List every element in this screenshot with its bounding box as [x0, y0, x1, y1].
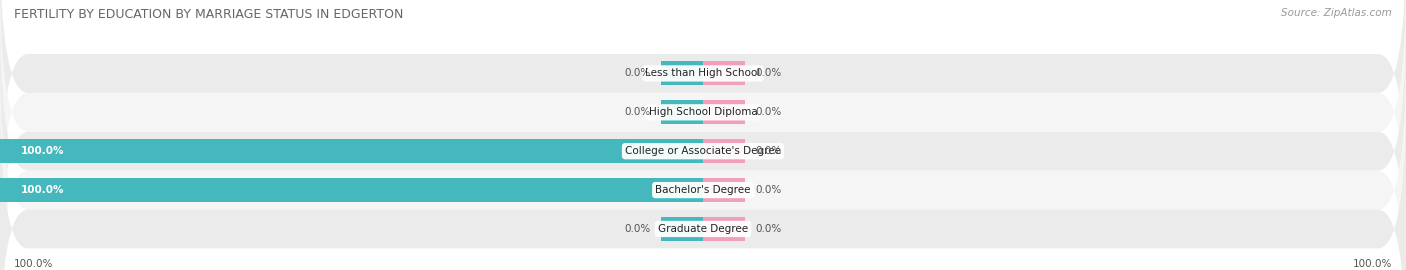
- FancyBboxPatch shape: [0, 54, 1406, 270]
- Bar: [703, 139, 745, 163]
- FancyBboxPatch shape: [0, 15, 1406, 270]
- Text: Graduate Degree: Graduate Degree: [658, 224, 748, 234]
- Bar: [703, 217, 745, 241]
- Text: 0.0%: 0.0%: [756, 107, 782, 117]
- FancyBboxPatch shape: [0, 0, 1406, 248]
- Text: 100.0%: 100.0%: [14, 259, 53, 269]
- Text: 100.0%: 100.0%: [1353, 259, 1392, 269]
- Bar: [661, 61, 703, 86]
- Text: 0.0%: 0.0%: [624, 68, 650, 79]
- Text: 0.0%: 0.0%: [624, 224, 650, 234]
- Bar: [0, 139, 703, 163]
- Bar: [661, 100, 703, 124]
- Text: 0.0%: 0.0%: [624, 107, 650, 117]
- Bar: [0, 178, 703, 202]
- Text: 0.0%: 0.0%: [756, 224, 782, 234]
- Bar: [703, 61, 745, 86]
- Text: Bachelor's Degree: Bachelor's Degree: [655, 185, 751, 195]
- Bar: [703, 100, 745, 124]
- Text: 0.0%: 0.0%: [756, 146, 782, 156]
- Text: Less than High School: Less than High School: [645, 68, 761, 79]
- FancyBboxPatch shape: [0, 0, 1406, 210]
- Text: 0.0%: 0.0%: [756, 185, 782, 195]
- Text: College or Associate's Degree: College or Associate's Degree: [626, 146, 780, 156]
- Text: FERTILITY BY EDUCATION BY MARRIAGE STATUS IN EDGERTON: FERTILITY BY EDUCATION BY MARRIAGE STATU…: [14, 8, 404, 21]
- Text: High School Diploma: High School Diploma: [648, 107, 758, 117]
- Text: Source: ZipAtlas.com: Source: ZipAtlas.com: [1281, 8, 1392, 18]
- Bar: [703, 178, 745, 202]
- Bar: [661, 217, 703, 241]
- FancyBboxPatch shape: [0, 93, 1406, 270]
- Text: 100.0%: 100.0%: [21, 146, 65, 156]
- Text: 100.0%: 100.0%: [21, 185, 65, 195]
- Text: 0.0%: 0.0%: [756, 68, 782, 79]
